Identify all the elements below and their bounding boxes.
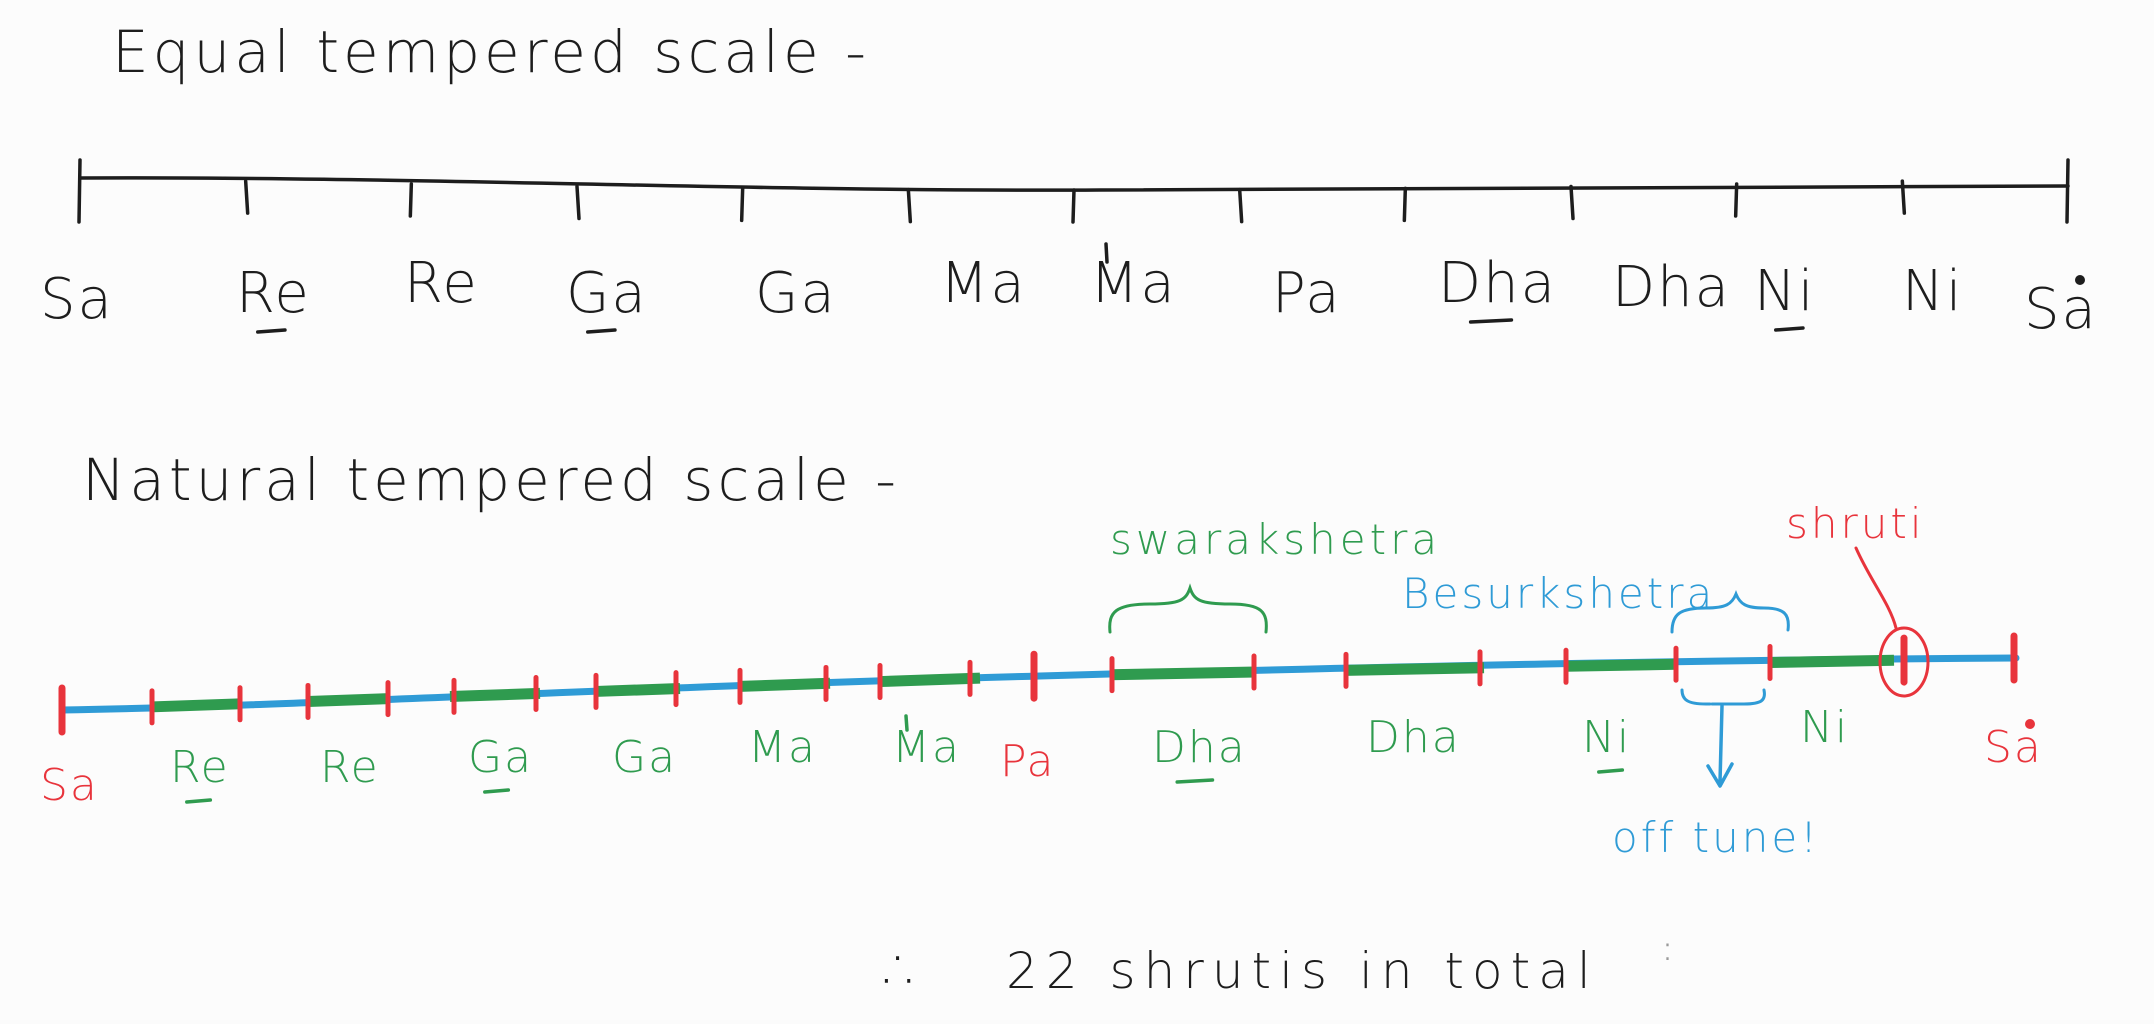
natural-note-label: Pa: [1000, 736, 1056, 787]
equal-tick: [1071, 188, 1076, 224]
equal-tick: [243, 179, 250, 215]
equal-note-label: Dha: [1438, 251, 1557, 316]
equal-tick: [739, 186, 745, 223]
swarakshetra-zone: [879, 672, 981, 688]
swarakshetra-label: swarakshetra: [1110, 515, 1441, 564]
natural-note-label: Sa: [1984, 722, 2043, 773]
swarakshetra-zone: [149, 698, 241, 713]
stray-mark: ⁚: [1664, 941, 1671, 966]
swarakshetra-zone: [1345, 662, 1485, 676]
equal-scale-ticks: [77, 158, 2070, 224]
natural-note-label: Re: [170, 742, 230, 793]
off-tune-arrow: [1706, 704, 1734, 788]
equal-tick: [77, 158, 82, 224]
equal-note-label: Ma: [1090, 251, 1177, 316]
equal-tick: [1569, 184, 1575, 221]
swarakshetra-zones: [149, 654, 1895, 713]
komal-mark: [1468, 318, 1514, 324]
equal-tick: [1900, 179, 1907, 215]
natural-note-label: Ma: [892, 722, 961, 773]
swarakshetra-brace: [1108, 583, 1268, 634]
natural-note-label: Re: [320, 742, 380, 793]
equal-note-label: Ma: [940, 251, 1027, 316]
swarakshetra-zone: [1769, 654, 1895, 669]
taar-dot: [2025, 719, 2035, 729]
equal-scale-heading: Equal tempered scale -: [112, 18, 870, 86]
natural-scale-heading: Natural tempered scale -: [82, 446, 900, 514]
natural-note-label: Ni: [1582, 712, 1631, 763]
equal-scale-axis: [78, 176, 2070, 192]
swarakshetra-zone: [739, 677, 831, 692]
equal-tick: [906, 187, 913, 224]
tivra-mark: [1104, 242, 1109, 264]
komal-mark: [483, 788, 511, 794]
equal-note-label: Pa: [1272, 261, 1342, 326]
natural-note-label: Ni: [1800, 702, 1849, 753]
equal-scale-notes: Sa Re Re Ga Ga Ma Ma Pa Dha Dha Ni Ni Sa: [40, 242, 2098, 342]
equal-note-label: Re: [404, 251, 479, 316]
natural-note-label: Sa: [40, 760, 99, 811]
komal-mark: [1597, 768, 1625, 774]
equal-note-label: Dha: [1612, 255, 1731, 320]
equal-tick: [1237, 187, 1244, 224]
shruti-pointer: [1854, 546, 1898, 630]
equal-tick: [575, 184, 581, 221]
swarakshetra-zone: [307, 693, 391, 707]
natural-note-label: Ga: [468, 732, 533, 783]
equal-note-label: Sa: [2024, 277, 2098, 342]
equal-tick: [1733, 182, 1739, 218]
off-tune-label: off tune!: [1612, 813, 1820, 862]
swarakshetra-zone: [1109, 666, 1257, 681]
swarakshetra-zone: [1565, 658, 1677, 672]
equal-note-label: Ga: [755, 261, 837, 326]
komal-mark: [586, 328, 617, 334]
komal-mark: [1175, 778, 1215, 784]
swarakshetra-zone: [595, 683, 681, 697]
equal-tick: [2065, 158, 2070, 224]
besurkshetra-lower-brace: [1680, 688, 1766, 706]
conclusion-text: 22 shrutis in total: [1006, 942, 1599, 1000]
besurkshetra-label: Besurkshetra: [1402, 569, 1715, 618]
tivra-mark: [904, 714, 909, 732]
equal-note-label: Ga: [566, 261, 648, 326]
natural-note-label: Ga: [612, 732, 677, 783]
natural-note-label: Dha: [1366, 712, 1461, 763]
natural-note-label: Dha: [1152, 722, 1247, 773]
therefore-symbol: ∴: [884, 935, 922, 1005]
equal-note-label: Ni: [1902, 259, 1963, 324]
equal-note-label: Ni: [1754, 259, 1815, 324]
equal-tick: [408, 182, 414, 218]
natural-scale-notes: Sa Re Re Ga Ga Ma Ma Pa Dha Dha Ni Ni Sa: [40, 702, 2043, 811]
komal-mark: [1774, 326, 1805, 332]
equal-tick: [1402, 186, 1408, 223]
komal-mark: [256, 328, 287, 334]
komal-mark: [185, 798, 213, 804]
natural-scale-ticks: [58, 632, 2018, 736]
shruti-label: shruti: [1786, 499, 1925, 548]
equal-note-label: Re: [236, 261, 311, 326]
shruti-circle: [1878, 626, 1930, 698]
equal-note-label: Sa: [40, 267, 114, 332]
besurkshetra-brace: [1670, 589, 1790, 634]
swarakshetra-zone: [449, 687, 541, 703]
taar-dot: [2075, 275, 2085, 285]
natural-note-label: Ma: [748, 722, 817, 773]
